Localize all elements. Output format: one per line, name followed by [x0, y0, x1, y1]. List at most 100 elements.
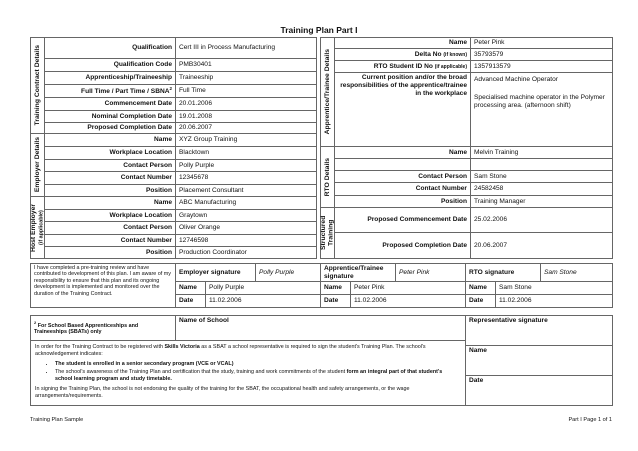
label-text: Current position and/or the broad respon… [338, 74, 467, 98]
representative-signature: Representative signature [465, 315, 613, 346]
label: Qualification [132, 44, 172, 52]
heading: Training Contract Details [33, 45, 41, 126]
value: PMB30401 [179, 61, 212, 69]
name-value: Peter Pink [350, 281, 466, 295]
label: Qualification Code [113, 61, 172, 69]
label-text: Apprenticeship/Traineeship [86, 74, 172, 82]
name-label: Name [320, 281, 351, 295]
label: Position [440, 197, 467, 205]
label: Position [145, 248, 172, 256]
field-value: 25.02.2006 [470, 207, 613, 233]
value: 20.01.2006 [179, 100, 213, 108]
label-text: Delta No (if known) [415, 51, 467, 59]
label: Contact Person [123, 224, 172, 232]
title: Training Plan Part I [280, 25, 358, 35]
bullet: The school's awareness of the Training P… [55, 369, 461, 383]
label: Name [154, 199, 172, 207]
text-run: The student is enrolled in a senior seco… [55, 360, 234, 367]
date-value: 11.02.2006 [205, 294, 321, 308]
note: For School Based Apprenticeships and Tra… [34, 322, 139, 335]
value: Production Coordinator [179, 248, 247, 256]
field-label: Current position and/or the broad respon… [334, 72, 471, 147]
value: Full Time [179, 87, 206, 95]
label: Apprenticeship/Traineeship [85, 74, 172, 82]
field-value: 24582458 [470, 182, 613, 196]
school-note: 2 For School Based Apprenticeships and T… [30, 315, 176, 341]
field-value: Oliver Orange [175, 221, 317, 235]
name-of-school: Name of School [175, 315, 466, 341]
label: Delta No [414, 50, 442, 58]
label: Proposed Completion Date [87, 124, 172, 132]
label: Workplace Location [109, 149, 172, 157]
label-text: Name [449, 149, 467, 157]
section-heading: Training Contract Details [30, 37, 45, 134]
heading-text: RTO Details [324, 158, 331, 196]
text-run: form an integral part of that student's … [55, 369, 443, 382]
paragraph: In signing the Training Plan, the school… [35, 386, 461, 400]
field-label: Proposed Completion Date [334, 232, 471, 259]
note-text: 2 For School Based Apprenticeships and T… [34, 319, 172, 336]
field-value: XYZ Group Training [175, 133, 317, 147]
label: RTO Student ID No [373, 62, 433, 70]
label-text: RTO Student ID No (if applicable) [374, 63, 467, 71]
field-label: Full Time / Part Time / SBNA2 [44, 84, 176, 98]
rep-name: Name [465, 345, 613, 376]
label-text: Name [449, 39, 467, 47]
date-label: Date [320, 294, 351, 308]
field-label: Qualification Code [44, 58, 176, 72]
value: 20.06.2007 [179, 124, 213, 132]
value: 19.01.2008 [179, 112, 213, 120]
section-heading: Host Employer (if applicable) [30, 196, 45, 259]
name-value: Polly Purple [205, 281, 321, 295]
value: 12345678 [179, 174, 209, 182]
field-label: Workplace Location [44, 146, 176, 160]
field-label: Name [44, 133, 176, 147]
label: Contact Person [418, 172, 467, 180]
note-ref: 2 [34, 319, 37, 325]
value: Peter Pink [474, 39, 505, 47]
field-value: Production Coordinator [175, 246, 317, 259]
value: Melvin Training [474, 148, 519, 156]
value-detail: Specialised machine operator in the Poly… [474, 93, 605, 109]
value: Training Manager [474, 197, 526, 205]
field-label: Name [334, 146, 471, 159]
label: Contact Person [123, 161, 172, 169]
field-label: Apprenticeship/Traineeship [44, 71, 176, 85]
paragraph: In order for the Training Contract to be… [35, 344, 461, 358]
heading-text: Host Employer (if applicable) [30, 204, 45, 252]
field-value: 12345678 [175, 171, 317, 185]
heading-text: Structured Training [320, 208, 335, 258]
label-text: Contact Person [418, 173, 467, 181]
label: Contact Number [415, 185, 467, 193]
signature: Sam Stone [540, 263, 613, 282]
heading: Host Employer [29, 203, 37, 252]
field-value: Traineeship [175, 71, 317, 85]
section-heading: Employer Details [30, 133, 45, 197]
label: Contact Number [120, 174, 172, 182]
field-value: 20.06.2007 [470, 232, 613, 259]
label: Nominal Completion Date [91, 112, 172, 120]
signature-label: RTO signature [465, 263, 541, 282]
value: Blacktown [179, 149, 210, 157]
signature: Polly Purple [255, 263, 321, 282]
label-note: (if known) [443, 51, 467, 58]
label-text: Proposed Commencement Date [367, 216, 467, 224]
value: Traineeship [179, 74, 214, 82]
field-value: PMB30401 [175, 58, 317, 72]
label-text: Contact Number [416, 185, 467, 193]
field-value: Blacktown [175, 146, 317, 160]
value: 24582458 [474, 185, 504, 193]
section-heading: Apprentice/Trainee Details [320, 37, 335, 147]
label-text: Qualification [132, 44, 172, 52]
field-label: Contact Number [334, 182, 471, 196]
label-text: Name [154, 136, 172, 144]
label-text: Position [146, 249, 172, 257]
value: 12746598 [179, 236, 209, 244]
declaration: I have completed a pre-training review a… [30, 263, 176, 308]
label-text: Workplace Location [109, 212, 172, 220]
text-run: In order for the Training Contract to be… [35, 344, 165, 350]
signature-label: Apprentice/Trainee signature [320, 263, 396, 282]
value: Sam Stone [474, 172, 507, 180]
label-text: Contact Person [123, 162, 172, 170]
label-text: Name [154, 199, 172, 207]
